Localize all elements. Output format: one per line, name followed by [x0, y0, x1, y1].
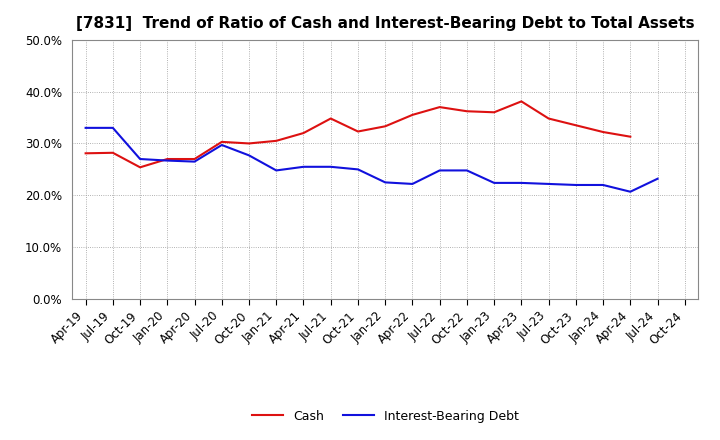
Cash	[136, 165, 145, 170]
Interest-Bearing Debt	[572, 182, 580, 187]
Cash	[81, 150, 90, 156]
Interest-Bearing Debt	[217, 143, 226, 148]
Interest-Bearing Debt	[272, 168, 281, 173]
Cash	[462, 109, 471, 114]
Interest-Bearing Debt	[326, 164, 335, 169]
Cash	[163, 156, 171, 161]
Interest-Bearing Debt	[300, 164, 308, 169]
Cash	[354, 129, 362, 134]
Line: Cash: Cash	[86, 101, 630, 167]
Interest-Bearing Debt	[436, 168, 444, 173]
Cash	[300, 130, 308, 136]
Cash	[436, 104, 444, 110]
Interest-Bearing Debt	[462, 168, 471, 173]
Interest-Bearing Debt	[190, 159, 199, 164]
Interest-Bearing Debt	[354, 167, 362, 172]
Cash	[190, 156, 199, 161]
Interest-Bearing Debt	[163, 158, 171, 163]
Interest-Bearing Debt	[490, 180, 498, 186]
Cash	[245, 141, 253, 146]
Cash	[599, 129, 608, 135]
Cash	[544, 116, 553, 121]
Interest-Bearing Debt	[544, 181, 553, 187]
Cash	[326, 116, 335, 121]
Cash	[381, 124, 390, 129]
Cash	[517, 99, 526, 104]
Interest-Bearing Debt	[81, 125, 90, 131]
Interest-Bearing Debt	[109, 125, 117, 131]
Cash	[626, 134, 634, 139]
Cash	[272, 138, 281, 143]
Cash	[490, 110, 498, 115]
Cash	[217, 139, 226, 144]
Cash	[109, 150, 117, 155]
Interest-Bearing Debt	[408, 181, 417, 187]
Cash	[572, 123, 580, 128]
Interest-Bearing Debt	[517, 180, 526, 186]
Interest-Bearing Debt	[245, 153, 253, 158]
Interest-Bearing Debt	[599, 182, 608, 187]
Interest-Bearing Debt	[626, 189, 634, 194]
Interest-Bearing Debt	[653, 176, 662, 181]
Legend: Cash, Interest-Bearing Debt: Cash, Interest-Bearing Debt	[247, 405, 523, 428]
Interest-Bearing Debt	[136, 156, 145, 161]
Line: Interest-Bearing Debt: Interest-Bearing Debt	[86, 128, 657, 192]
Cash	[408, 112, 417, 117]
Interest-Bearing Debt	[381, 180, 390, 185]
Title: [7831]  Trend of Ratio of Cash and Interest-Bearing Debt to Total Assets: [7831] Trend of Ratio of Cash and Intere…	[76, 16, 695, 32]
